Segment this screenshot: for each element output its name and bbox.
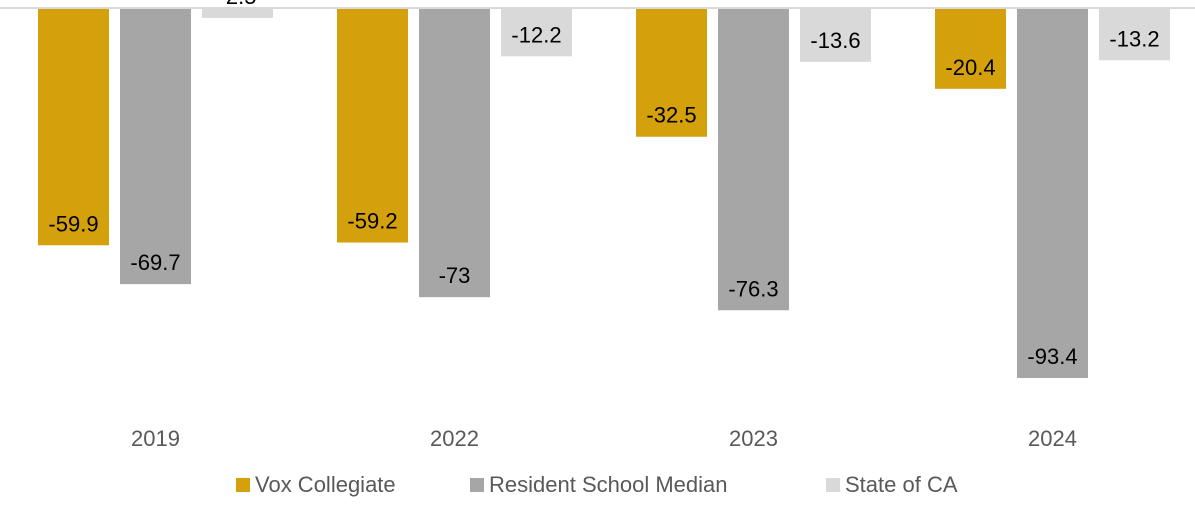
legend-swatch <box>470 478 484 492</box>
bar-resident-school-median-2019 <box>120 8 191 285</box>
x-tick-label: 2024 <box>1028 426 1077 451</box>
bar-state-of-ca-2022 <box>501 8 572 57</box>
bar-resident-school-median-2023 <box>718 8 789 311</box>
data-label: -76.3 <box>728 276 778 301</box>
x-tick-labels: 2019 2022 2023 2024 <box>131 426 1077 451</box>
legend: Vox Collegiate Resident School Median Stat… <box>236 472 958 497</box>
bars-layer: -59.9 -59.2 -32.5 -20.4 -69.7 -73 -76.3 -93.4 -2… <box>38 0 1170 378</box>
legend-swatch <box>826 478 840 492</box>
bar-vox-collegiate-2024 <box>935 8 1006 89</box>
data-label: -13.2 <box>1109 26 1159 51</box>
legend-label: Vox Collegiate <box>255 472 396 497</box>
bar-state-of-ca-2023 <box>800 8 871 62</box>
x-tick-label: 2019 <box>131 426 180 451</box>
legend-label: State of CA <box>845 472 958 497</box>
data-label: -93.4 <box>1027 344 1077 369</box>
data-label: -12.2 <box>511 22 561 47</box>
legend-swatch <box>236 478 250 492</box>
data-label: -73 <box>439 263 471 288</box>
bar-state-of-ca-2024 <box>1099 8 1170 61</box>
data-label: -69.7 <box>130 250 180 275</box>
x-tick-label: 2022 <box>430 426 479 451</box>
data-label: -59.9 <box>48 211 98 236</box>
data-label: -2.5 <box>219 0 257 9</box>
bar-resident-school-median-2022 <box>419 8 490 298</box>
bar-vox-collegiate-2022 <box>337 8 408 243</box>
data-label: -59.2 <box>347 209 397 234</box>
legend-label: Resident School Median <box>489 472 727 497</box>
bar-vox-collegiate-2023 <box>636 8 707 137</box>
data-label: -13.6 <box>810 28 860 53</box>
bar-resident-school-median-2024 <box>1017 8 1088 378</box>
bar-state-of-ca-2019 <box>202 8 273 18</box>
data-label: -20.4 <box>945 55 995 80</box>
x-tick-label: 2023 <box>729 426 778 451</box>
data-label: -32.5 <box>646 103 696 128</box>
bar-vox-collegiate-2019 <box>38 8 109 246</box>
